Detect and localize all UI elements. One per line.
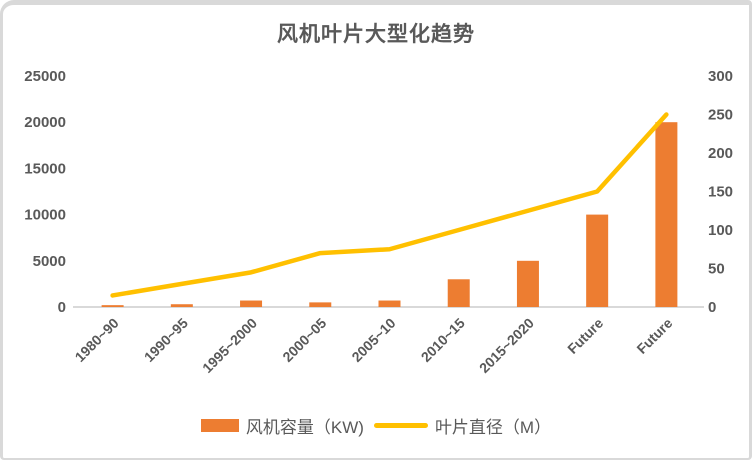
right-axis-tick: 50: [708, 261, 725, 278]
diameter-line-swatch: [373, 423, 428, 428]
x-axis-label: 2010~15: [418, 315, 468, 365]
capacity-bar: [309, 302, 332, 307]
capacity-bar: [655, 122, 678, 307]
left-axis-tick: 20000: [24, 114, 66, 131]
capacity-bar: [240, 300, 263, 307]
chart-plot-area: 0 5000 10000 15000 20000 25000 0 50 100 150 200 250…: [24, 68, 733, 376]
capacity-bar: [516, 260, 539, 307]
diameter-legend-label: 叶片直径（M）: [434, 418, 552, 437]
x-axis-label: 2000~05: [279, 315, 329, 365]
left-axis-tick: 0: [58, 299, 66, 316]
x-axis-label: Future: [633, 315, 675, 357]
left-axis-tick: 5000: [33, 253, 66, 270]
right-axis-tick: 150: [708, 184, 733, 201]
x-axis-label: 2015~2020: [476, 315, 537, 376]
right-axis-tick: 200: [708, 145, 733, 162]
x-axis-label: 1980~90: [72, 315, 122, 365]
right-axis-tick: 250: [708, 107, 733, 124]
x-axis-label: 1990~95: [141, 315, 191, 365]
capacity-bar: [101, 305, 124, 307]
right-axis-tick: 0: [708, 299, 716, 316]
capacity-bar: [447, 279, 470, 307]
legend-item-capacity: 风机容量（KW): [200, 413, 364, 438]
capacity-bar-swatch: [200, 419, 239, 432]
x-axis-label: 2005~10: [348, 315, 398, 365]
right-axis-tick: 100: [708, 222, 733, 239]
left-axis-tick: 25000: [24, 68, 66, 85]
x-axis-label: Future: [564, 315, 606, 357]
capacity-bar: [586, 214, 609, 307]
legend-item-diameter: 叶片直径（M）: [373, 413, 552, 438]
x-axis-label: 1995~2000: [199, 315, 260, 376]
diameter-line: [110, 112, 669, 298]
left-axis-tick: 15000: [24, 160, 66, 177]
capacity-bar: [378, 300, 401, 307]
left-axis-tick: 10000: [24, 207, 66, 224]
legend: 风机容量（KW) 叶片直径（M）: [3, 413, 749, 438]
right-axis-tick: 300: [708, 68, 733, 85]
capacity-legend-label: 风机容量（KW): [245, 418, 364, 437]
capacity-bar: [170, 304, 193, 307]
chart-title: 风机叶片大型化趋势: [277, 23, 475, 46]
